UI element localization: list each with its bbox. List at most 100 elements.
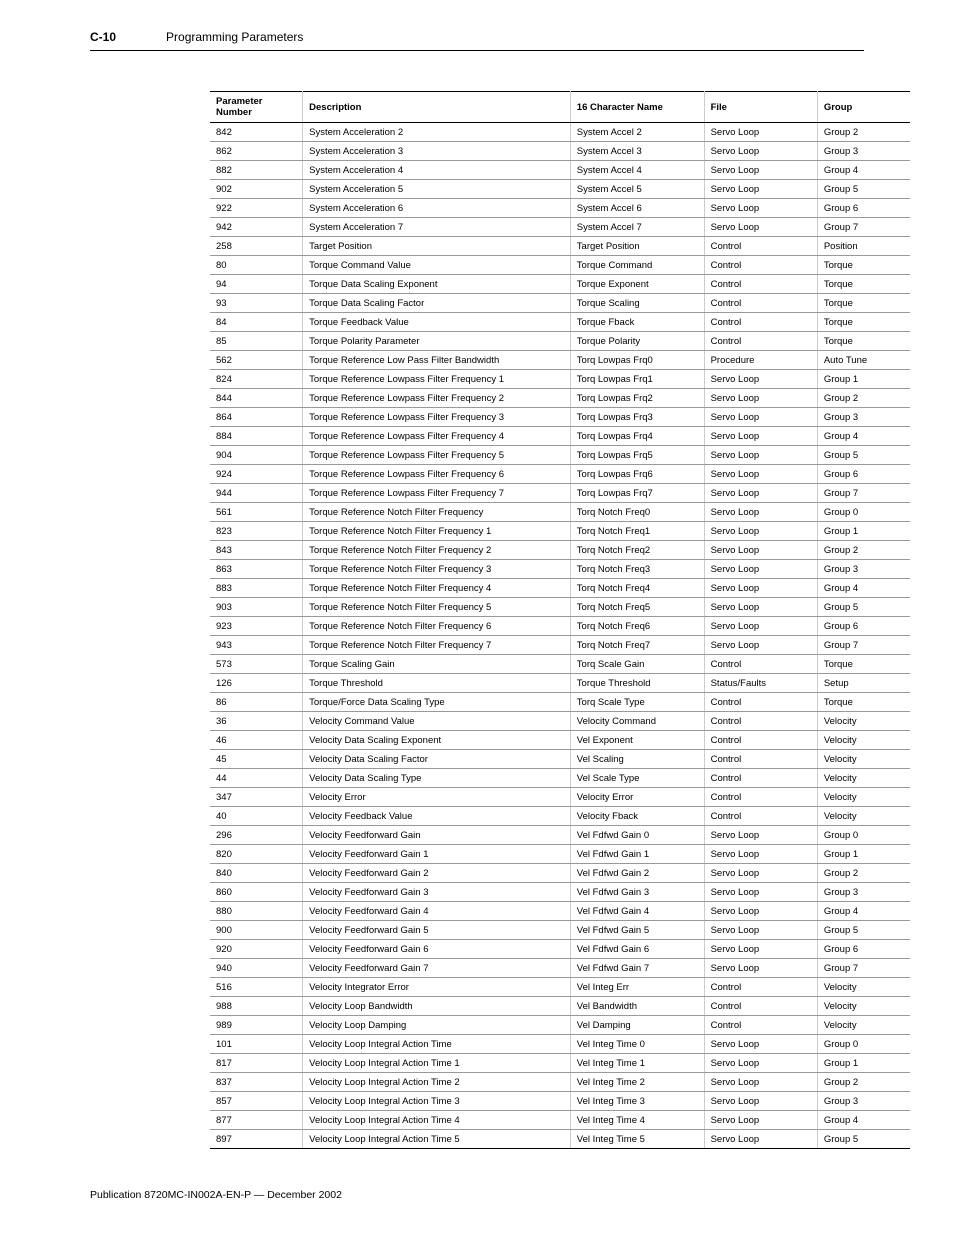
table-cell: Velocity Feedforward Gain 4 (303, 902, 571, 921)
table-cell: Vel Integ Err (570, 978, 704, 997)
table-row: 903Torque Reference Notch Filter Frequen… (210, 598, 910, 617)
table-cell: Group 2 (817, 123, 910, 142)
table-row: 877Velocity Loop Integral Action Time 4V… (210, 1111, 910, 1130)
header-section-title: Programming Parameters (166, 30, 303, 44)
table-cell: Velocity Command Value (303, 712, 571, 731)
table-cell: Group 3 (817, 142, 910, 161)
table-cell: System Acceleration 5 (303, 180, 571, 199)
table-cell: 882 (210, 161, 303, 180)
table-row: 922System Acceleration 6System Accel 6Se… (210, 199, 910, 218)
table-cell: Control (704, 807, 817, 826)
table-row: 516Velocity Integrator ErrorVel Integ Er… (210, 978, 910, 997)
table-row: 86Torque/Force Data Scaling TypeTorq Sca… (210, 693, 910, 712)
table-cell: 45 (210, 750, 303, 769)
table-cell: System Acceleration 2 (303, 123, 571, 142)
table-row: 863Torque Reference Notch Filter Frequen… (210, 560, 910, 579)
table-cell: Torque Reference Notch Filter Frequency … (303, 636, 571, 655)
table-cell: Velocity Loop Integral Action Time 1 (303, 1054, 571, 1073)
table-row: 347Velocity ErrorVelocity ErrorControlVe… (210, 788, 910, 807)
table-cell: 863 (210, 560, 303, 579)
table-cell: 943 (210, 636, 303, 655)
table-cell: Torque/Force Data Scaling Type (303, 693, 571, 712)
table-cell: Vel Integ Time 0 (570, 1035, 704, 1054)
table-cell: Group 7 (817, 218, 910, 237)
table-cell: 561 (210, 503, 303, 522)
table-cell: 36 (210, 712, 303, 731)
table-cell: Group 2 (817, 389, 910, 408)
table-cell: Torq Lowpas Frq1 (570, 370, 704, 389)
table-cell: 840 (210, 864, 303, 883)
table-cell: Torq Lowpas Frq4 (570, 427, 704, 446)
table-cell: Torque Reference Notch Filter Frequency (303, 503, 571, 522)
table-cell: Status/Faults (704, 674, 817, 693)
table-cell: Torque (817, 332, 910, 351)
table-cell: Servo Loop (704, 636, 817, 655)
table-cell: Torq Scale Type (570, 693, 704, 712)
table-cell: Velocity (817, 788, 910, 807)
table-row: 864Torque Reference Lowpass Filter Frequ… (210, 408, 910, 427)
table-cell: Group 4 (817, 579, 910, 598)
table-cell: Servo Loop (704, 522, 817, 541)
table-cell: Servo Loop (704, 864, 817, 883)
table-cell: Vel Fdfwd Gain 7 (570, 959, 704, 978)
table-row: 126Torque ThresholdTorque ThresholdStatu… (210, 674, 910, 693)
table-cell: 837 (210, 1073, 303, 1092)
table-cell: Torque Exponent (570, 275, 704, 294)
table-cell: System Acceleration 3 (303, 142, 571, 161)
table-cell: 988 (210, 997, 303, 1016)
table-cell: Velocity Feedforward Gain 5 (303, 921, 571, 940)
table-row: 40Velocity Feedback ValueVelocity FbackC… (210, 807, 910, 826)
table-cell: Velocity Feedforward Gain 7 (303, 959, 571, 978)
table-cell: Servo Loop (704, 465, 817, 484)
table-cell: Torque Command Value (303, 256, 571, 275)
table-cell: Target Position (570, 237, 704, 256)
table-cell: 84 (210, 313, 303, 332)
table-cell: Velocity Feedback Value (303, 807, 571, 826)
table-cell: Torque Reference Notch Filter Frequency … (303, 579, 571, 598)
table-cell: Velocity (817, 731, 910, 750)
table-cell: Servo Loop (704, 826, 817, 845)
table-cell: Velocity Feedforward Gain 3 (303, 883, 571, 902)
table-cell: Torque Polarity Parameter (303, 332, 571, 351)
table-cell: Torq Notch Freq7 (570, 636, 704, 655)
table-row: 840Velocity Feedforward Gain 2Vel Fdfwd … (210, 864, 910, 883)
page-header: C-10 Programming Parameters (90, 30, 864, 44)
table-cell: Torq Notch Freq0 (570, 503, 704, 522)
table-cell: Group 1 (817, 845, 910, 864)
table-row: 902System Acceleration 5System Accel 5Se… (210, 180, 910, 199)
table-cell: Torque (817, 275, 910, 294)
table-cell: Control (704, 693, 817, 712)
table-row: 900Velocity Feedforward Gain 5Vel Fdfwd … (210, 921, 910, 940)
table-cell: Torque Data Scaling Factor (303, 294, 571, 313)
table-cell: 94 (210, 275, 303, 294)
table-cell: Control (704, 237, 817, 256)
table-cell: Vel Fdfwd Gain 2 (570, 864, 704, 883)
table-cell: Group 1 (817, 370, 910, 389)
table-cell: Velocity Integrator Error (303, 978, 571, 997)
table-cell: Group 3 (817, 1092, 910, 1111)
parameter-table: Parameter Number Description 16 Characte… (210, 91, 910, 1149)
table-cell: Velocity Loop Damping (303, 1016, 571, 1035)
table-row: 942System Acceleration 7System Accel 7Se… (210, 218, 910, 237)
table-cell: 573 (210, 655, 303, 674)
table-cell: 920 (210, 940, 303, 959)
table-cell: 347 (210, 788, 303, 807)
table-cell: Torque (817, 256, 910, 275)
table-row: 897Velocity Loop Integral Action Time 5V… (210, 1130, 910, 1149)
table-cell: Torque Feedback Value (303, 313, 571, 332)
table-row: 944Torque Reference Lowpass Filter Frequ… (210, 484, 910, 503)
table-cell: Torque Reference Lowpass Filter Frequenc… (303, 465, 571, 484)
table-cell: Vel Scale Type (570, 769, 704, 788)
table-cell: Control (704, 256, 817, 275)
table-row: 80Torque Command ValueTorque CommandCont… (210, 256, 910, 275)
table-cell: Velocity Loop Bandwidth (303, 997, 571, 1016)
table-cell: Servo Loop (704, 959, 817, 978)
table-row: 837Velocity Loop Integral Action Time 2V… (210, 1073, 910, 1092)
table-cell: Group 6 (817, 465, 910, 484)
page-footer: Publication 8720MC-IN002A-EN-P — Decembe… (90, 1189, 864, 1201)
table-cell: Torque (817, 655, 910, 674)
table-cell: Torq Lowpas Frq3 (570, 408, 704, 427)
table-cell: Vel Fdfwd Gain 3 (570, 883, 704, 902)
table-cell: 903 (210, 598, 303, 617)
table-cell: Velocity Feedforward Gain 2 (303, 864, 571, 883)
